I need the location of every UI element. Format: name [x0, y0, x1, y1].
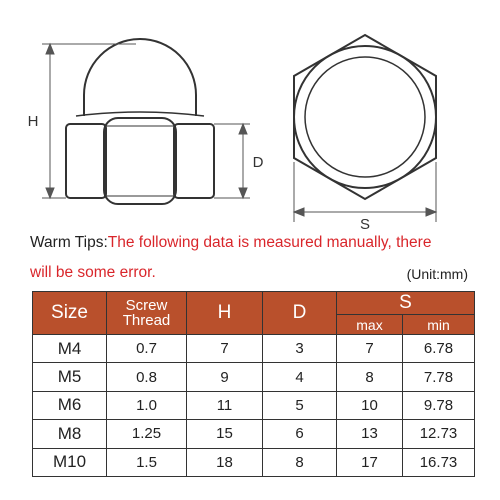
header-size: Size [32, 291, 107, 335]
cell-s-min: 9.78 [402, 390, 475, 421]
cell-d: 8 [262, 447, 337, 478]
cell-s-min: 7.78 [402, 362, 475, 392]
hex-right-face [173, 123, 215, 199]
cell-size: M6 [32, 390, 107, 421]
cell-s-min: 16.73 [402, 447, 475, 478]
cell-h: 15 [186, 419, 263, 449]
table-row: M10 1.5 18 8 17 16.73 [32, 447, 475, 478]
hex-center-face [103, 117, 177, 205]
cell-d: 5 [262, 390, 337, 421]
table-row: M4 0.7 7 3 7 6.78 [32, 333, 475, 364]
cell-s-max: 13 [336, 419, 403, 449]
hex-outline [293, 33, 437, 201]
cell-s-max: 17 [336, 447, 403, 478]
header-d: D [262, 291, 337, 335]
cell-s-max: 7 [336, 333, 403, 364]
cell-thread: 1.25 [106, 419, 187, 449]
hex-left-face [65, 123, 107, 199]
cell-thread: 0.7 [106, 333, 187, 364]
cell-h: 11 [186, 390, 263, 421]
header-s-min: min [402, 314, 475, 335]
header-h: H [186, 291, 263, 335]
h-dimension-label: H [28, 113, 39, 130]
spec-table: Size Screw Thread H D S max min M4 0.7 7… [32, 291, 475, 478]
cell-size: M10 [32, 447, 107, 478]
d-dimension-label: D [253, 154, 264, 171]
table-row: M5 0.8 9 4 8 7.78 [32, 362, 475, 392]
cell-h: 9 [186, 362, 263, 392]
header-s: S [336, 291, 475, 315]
front-view [293, 33, 437, 201]
cell-d: 6 [262, 419, 337, 449]
cell-thread: 0.8 [106, 362, 187, 392]
cell-d: 3 [262, 333, 337, 364]
s-dimension [292, 162, 438, 222]
cell-size: M4 [32, 333, 107, 364]
d-dimension [214, 122, 250, 200]
cell-h: 7 [186, 333, 263, 364]
header-s-max: max [336, 314, 403, 335]
dome-rim [75, 111, 205, 117]
cell-s-max: 8 [336, 362, 403, 392]
table-row: M8 1.25 15 6 13 12.73 [32, 419, 475, 449]
s-dimension-label: S [360, 216, 370, 230]
unit-label: (Unit:mm) [406, 266, 468, 282]
warm-tips-prefix: Warm Tips: [30, 234, 108, 251]
table-row: M6 1.0 11 5 10 9.78 [32, 390, 475, 421]
outer-circle [293, 45, 437, 189]
warm-tips-message-1: The following data is measured manually,… [107, 234, 432, 251]
cell-s-min: 12.73 [402, 419, 475, 449]
h-dimension [42, 42, 136, 200]
cell-thread: 1.5 [106, 447, 187, 478]
warm-tips-line-2: will be some error. [30, 264, 156, 282]
cell-size: M5 [32, 362, 107, 392]
header-screw-thread: Screw Thread [106, 291, 187, 335]
cell-h: 18 [186, 447, 263, 478]
cell-s-min: 6.78 [402, 333, 475, 364]
cell-s-max: 10 [336, 390, 403, 421]
side-view [65, 38, 215, 205]
warm-tips-line-1: Warm Tips:The following data is measured… [30, 234, 431, 252]
cell-thread: 1.0 [106, 390, 187, 421]
warm-tips-message-2: will be some error. [30, 264, 156, 281]
cap-nut-drawing: H D S [28, 33, 438, 230]
cell-size: M8 [32, 419, 107, 449]
inner-circle [304, 56, 426, 178]
cell-d: 4 [262, 362, 337, 392]
dome-outline [83, 38, 197, 116]
